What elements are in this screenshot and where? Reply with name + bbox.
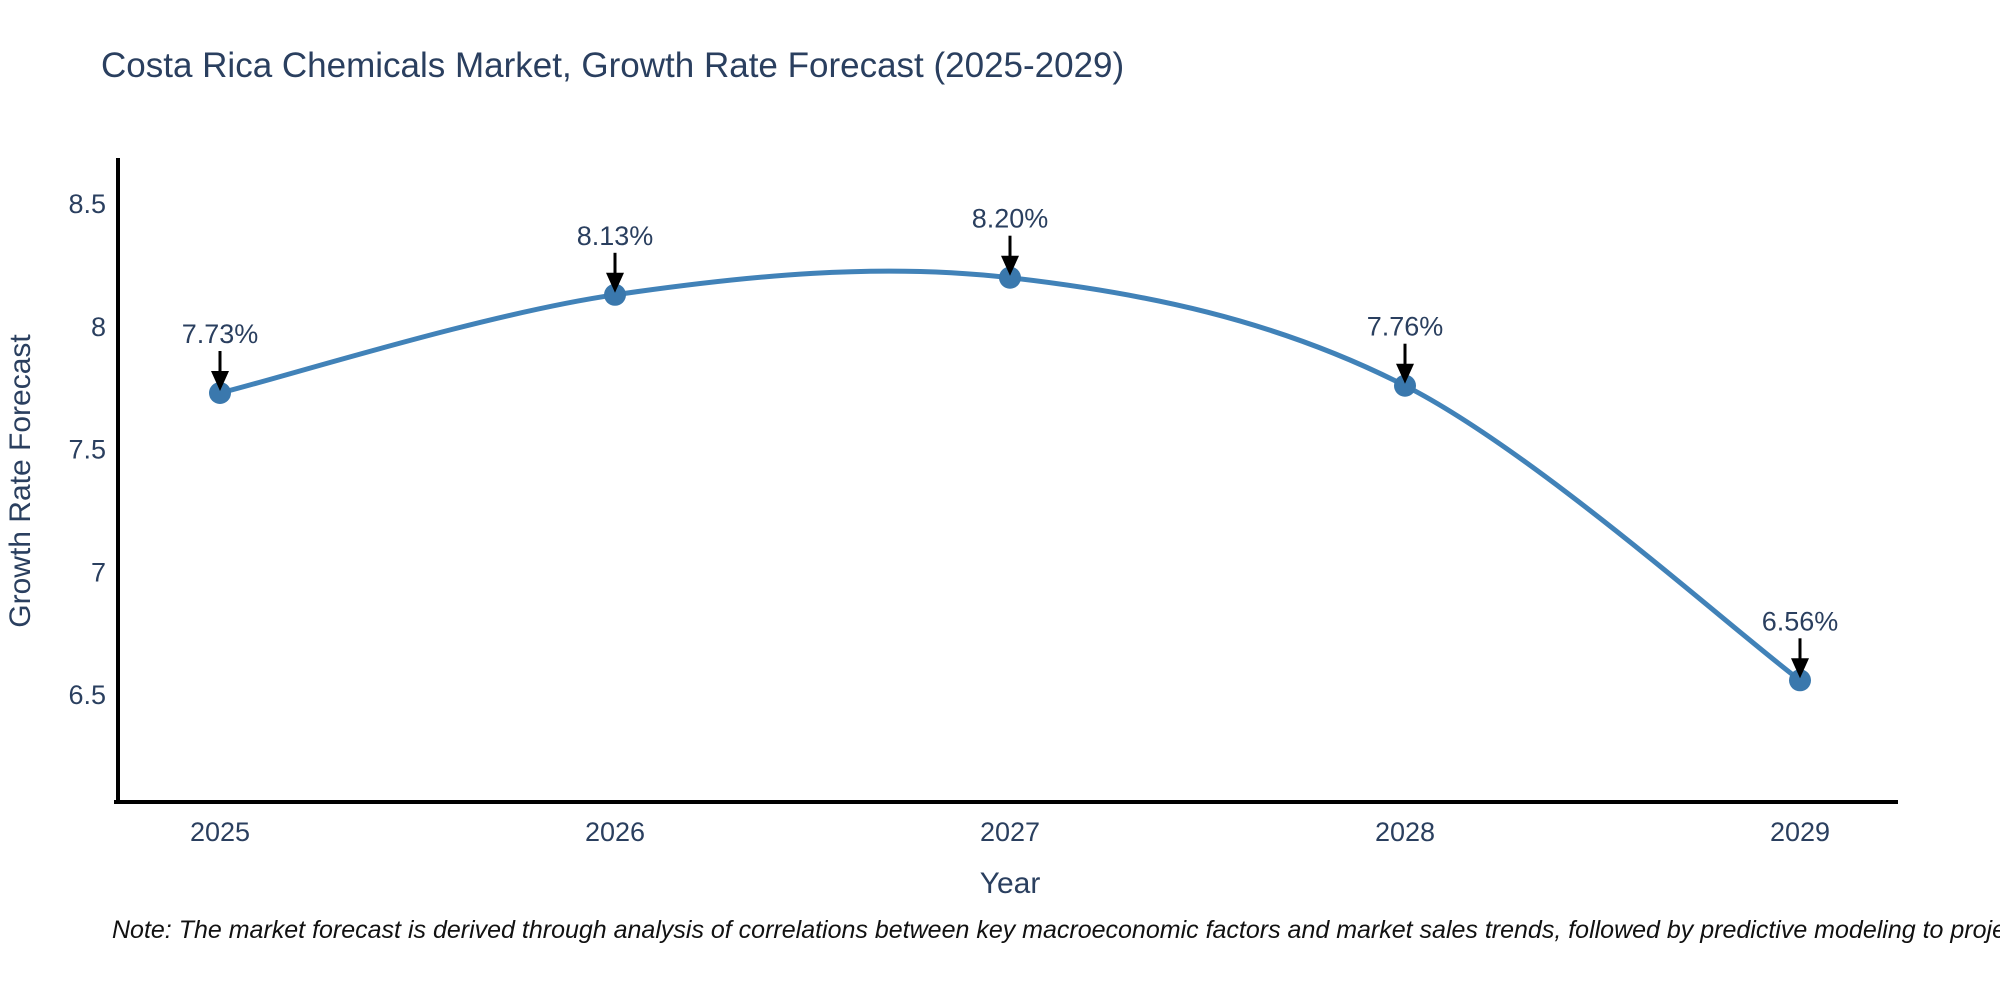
- y-tick-label: 7.5: [68, 435, 106, 465]
- data-point-label: 7.73%: [182, 319, 259, 349]
- data-point-label: 7.76%: [1367, 312, 1444, 342]
- y-tick-label: 8: [91, 312, 106, 342]
- data-point-marker: [209, 382, 231, 404]
- annotation-arrowhead-icon: [1791, 658, 1809, 679]
- x-tick-label: 2029: [1770, 817, 1830, 847]
- y-axis-title: Growth Rate Forecast: [4, 334, 37, 628]
- data-point-marker: [999, 266, 1021, 289]
- annotation-arrowhead-icon: [211, 371, 229, 391]
- data-point-marker: [1789, 669, 1811, 692]
- y-tick-label: 7: [91, 557, 106, 587]
- annotation-arrowhead-icon: [606, 272, 624, 293]
- x-tick-label: 2025: [190, 817, 250, 847]
- annotation-arrowhead-icon: [1396, 363, 1414, 384]
- forecast-line: [217, 268, 1803, 683]
- annotation-arrowhead-icon: [1001, 255, 1019, 276]
- y-tick-label: 8.5: [68, 189, 106, 219]
- x-tick-label: 2028: [1375, 817, 1435, 847]
- x-axis-title: Year: [980, 867, 1041, 900]
- data-point-marker: [1394, 374, 1416, 397]
- data-point-label: 8.13%: [577, 221, 654, 251]
- data-point-label: 8.20%: [972, 204, 1049, 234]
- x-tick-label: 2027: [980, 817, 1040, 847]
- x-tick-label: 2026: [585, 817, 645, 847]
- chart-footnote: Note: The market forecast is derived thr…: [112, 916, 2000, 944]
- data-point-marker: [604, 283, 626, 306]
- y-tick-label: 6.5: [68, 680, 106, 710]
- chart-title: Costa Rica Chemicals Market, Growth Rate…: [101, 46, 1125, 85]
- data-point-label: 6.56%: [1762, 606, 1839, 636]
